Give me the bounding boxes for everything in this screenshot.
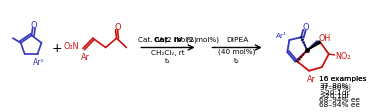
Text: (40 mol%): (40 mol%) bbox=[218, 48, 256, 54]
Text: CH₂Cl₂, rt: CH₂Cl₂, rt bbox=[151, 50, 185, 56]
Text: Ar: Ar bbox=[307, 74, 316, 83]
Text: O: O bbox=[303, 23, 310, 32]
Text: Ar: Ar bbox=[81, 53, 89, 62]
Text: t₁: t₁ bbox=[165, 57, 171, 63]
Polygon shape bbox=[307, 42, 321, 51]
Text: OH: OH bbox=[319, 33, 331, 42]
Text: +: + bbox=[52, 42, 63, 55]
Text: Cat. IV: Cat. IV bbox=[154, 37, 182, 43]
Text: O₂N: O₂N bbox=[64, 42, 79, 51]
Text: Cat. IV (2 mol%): Cat. IV (2 mol%) bbox=[138, 37, 197, 43]
Text: 16 examples
37–80%;
>20:1dr
68–94% ee: 16 examples 37–80%; >20:1dr 68–94% ee bbox=[319, 76, 366, 107]
Text: 16 examples
37–80%;
>20:1dr
68–94% ee: 16 examples 37–80%; >20:1dr 68–94% ee bbox=[319, 76, 366, 103]
Text: NO₂: NO₂ bbox=[335, 52, 350, 61]
Text: Ar¹: Ar¹ bbox=[276, 33, 287, 39]
Text: O: O bbox=[114, 23, 121, 32]
Text: (2 mol%): (2 mol%) bbox=[184, 37, 218, 43]
Text: DIPEA: DIPEA bbox=[226, 37, 248, 43]
Text: Ar¹: Ar¹ bbox=[33, 57, 44, 66]
Text: t₂: t₂ bbox=[234, 57, 240, 63]
Text: O: O bbox=[30, 20, 37, 29]
